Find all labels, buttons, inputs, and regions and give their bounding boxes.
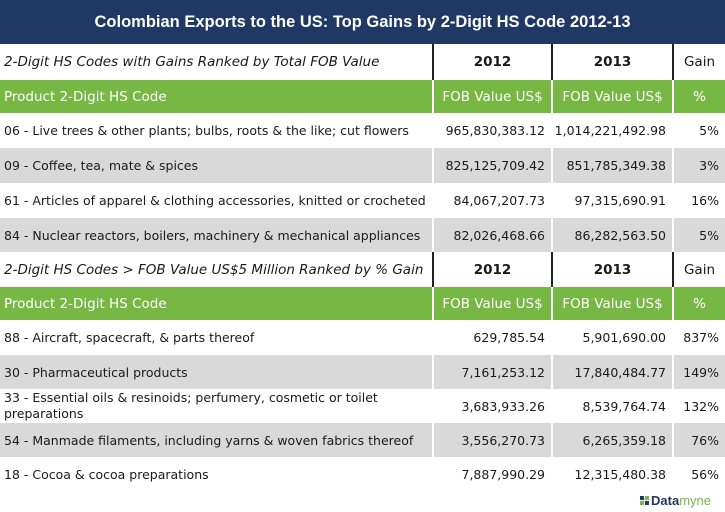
section-1-gain-header: Gain [674, 44, 725, 80]
gain-cell: 16% [691, 193, 719, 208]
logo-text-myne: myne [679, 492, 711, 508]
fob-2013-column-header: FOB Value US$ [553, 80, 674, 113]
product-column-header: Product 2-Digit HS Code [0, 287, 434, 320]
gain-cell: 56% [691, 467, 719, 482]
product-cell: 18 - Cocoa & cocoa preparations [0, 457, 434, 492]
table-title: Colombian Exports to the US: Top Gains b… [0, 0, 725, 44]
table-row: 18 - Cocoa & cocoa preparations 7,887,99… [0, 457, 725, 492]
section-2-gain-header: Gain [674, 252, 725, 287]
section-2-year-2012: 2012 [434, 252, 553, 287]
table-row: 88 - Aircraft, spacecraft, & parts there… [0, 320, 725, 355]
section-1-header-row: 2-Digit HS Codes with Gains Ranked by To… [0, 44, 725, 80]
section-1-year-2013: 2013 [553, 44, 674, 80]
gain-cell: 3% [674, 148, 725, 183]
table-row: 54 - Manmade filaments, including yarns … [0, 423, 725, 457]
fob-2012-column-header: FOB Value US$ [434, 287, 553, 320]
product-cell: 30 - Pharmaceutical products [0, 355, 434, 389]
section-2-header-row: 2-Digit HS Codes > FOB Value US$5 Millio… [0, 252, 725, 287]
fob-2012-cell: 7,887,990.29 [434, 457, 553, 492]
table-row: 33 - Essential oils & resinoids; perfume… [0, 389, 725, 423]
fob-2013-cell: 1,014,221,492.98 [553, 113, 674, 148]
product-cell: 84 - Nuclear reactors, boilers, machiner… [0, 218, 434, 252]
gain-cell: 5% [674, 218, 725, 252]
section-1-year-2012: 2012 [434, 44, 553, 80]
fob-2012-cell: 84,067,207.73 [434, 183, 553, 218]
gain-cell: 837% [683, 330, 719, 345]
fob-2012-cell: 629,785.54 [434, 320, 553, 355]
table-row: 30 - Pharmaceutical products 7,161,253.1… [0, 355, 725, 389]
gain-cell: 76% [674, 423, 725, 457]
section-2-heading: 2-Digit HS Codes > FOB Value US$5 Millio… [0, 252, 434, 287]
fob-2013-cell: 17,840,484.77 [553, 355, 674, 389]
fob-2012-cell: 3,683,933.26 [434, 389, 553, 423]
gain-cell: 132% [683, 398, 719, 414]
table-row: 61 - Articles of apparel & clothing acce… [0, 183, 725, 218]
fob-2012-cell: 3,556,270.73 [434, 423, 553, 457]
section-1-subheader-row: Product 2-Digit HS Code FOB Value US$ FO… [0, 80, 725, 113]
fob-2012-cell: 965,830,383.12 [434, 113, 553, 148]
datamyne-logo: Data myne [640, 491, 711, 509]
table-row: 06 - Live trees & other plants; bulbs, r… [0, 113, 725, 148]
fob-2012-cell: 7,161,253.12 [434, 355, 553, 389]
fob-2013-cell: 5,901,690.00 [553, 320, 674, 355]
product-cell: 88 - Aircraft, spacecraft, & parts there… [0, 320, 434, 355]
fob-2013-cell: 97,315,690.91 [553, 183, 674, 218]
logo-text-data: Data [651, 492, 680, 508]
fob-2013-cell: 86,282,563.50 [553, 218, 674, 252]
product-cell: 61 - Articles of apparel & clothing acce… [0, 183, 434, 218]
product-cell: 33 - Essential oils & resinoids; perfume… [0, 389, 434, 423]
product-cell: 54 - Manmade filaments, including yarns … [0, 423, 434, 457]
product-column-header: Product 2-Digit HS Code [0, 80, 434, 113]
fob-2013-cell: 851,785,349.38 [553, 148, 674, 183]
gain-cell: 149% [674, 355, 725, 389]
fob-2013-cell: 8,539,764.74 [553, 389, 674, 423]
section-2-subheader-row: Product 2-Digit HS Code FOB Value US$ FO… [0, 287, 725, 320]
table-row: 09 - Coffee, tea, mate & spices 825,125,… [0, 148, 725, 183]
gain-pct-column-header: % [674, 287, 725, 320]
fob-2013-cell: 6,265,359.18 [553, 423, 674, 457]
table-row: 84 - Nuclear reactors, boilers, machiner… [0, 218, 725, 252]
fob-2012-column-header: FOB Value US$ [434, 80, 553, 113]
fob-2013-cell: 12,315,480.38 [553, 457, 674, 492]
fob-2012-cell: 82,026,468.66 [434, 218, 553, 252]
gain-pct-column-header: % [674, 80, 725, 113]
product-cell: 06 - Live trees & other plants; bulbs, r… [0, 113, 434, 148]
section-1-heading: 2-Digit HS Codes with Gains Ranked by To… [0, 44, 434, 80]
fob-2012-cell: 825,125,709.42 [434, 148, 553, 183]
product-cell: 09 - Coffee, tea, mate & spices [0, 148, 434, 183]
datamyne-squares-icon [640, 495, 650, 505]
section-2-year-2013: 2013 [553, 252, 674, 287]
fob-2013-column-header: FOB Value US$ [553, 287, 674, 320]
gain-cell: 5% [699, 123, 719, 138]
